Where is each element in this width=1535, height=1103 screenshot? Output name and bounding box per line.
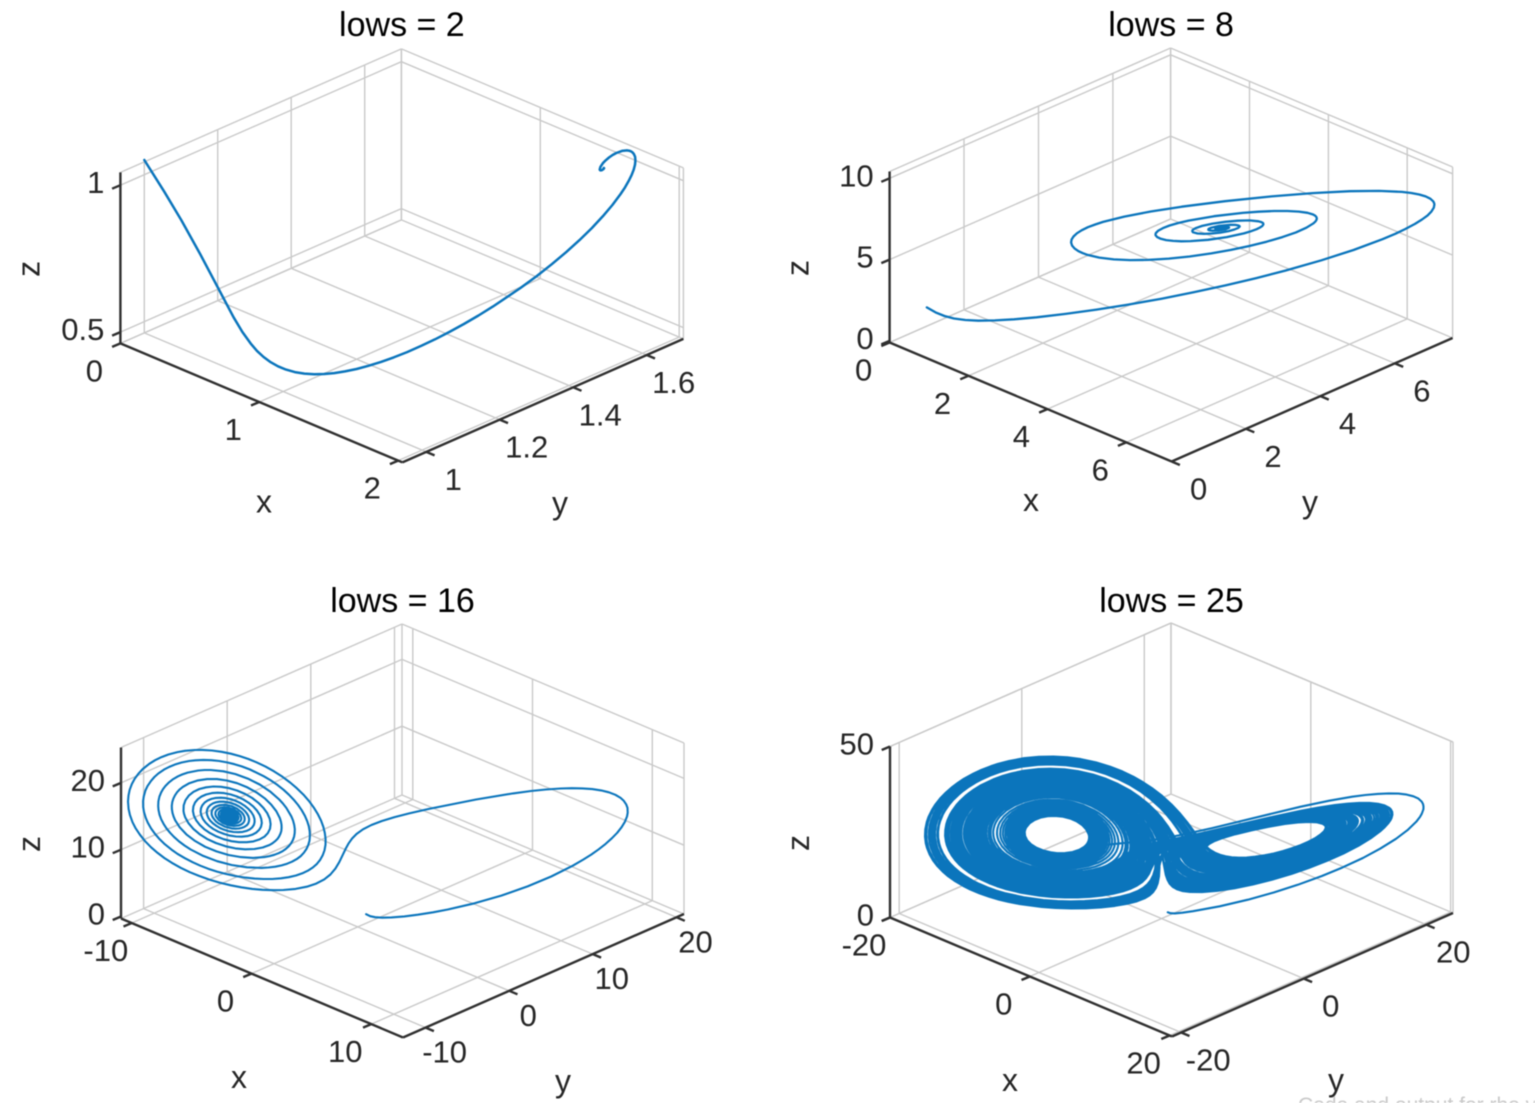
svg-text:-20: -20: [1186, 1043, 1231, 1078]
svg-text:0.5: 0.5: [61, 312, 104, 347]
svg-text:1.6: 1.6: [652, 365, 695, 400]
svg-text:20: 20: [1436, 935, 1470, 970]
svg-text:20: 20: [71, 763, 105, 798]
svg-text:20: 20: [678, 924, 712, 959]
svg-text:0: 0: [88, 897, 105, 932]
svg-text:2: 2: [364, 471, 381, 506]
svg-text:0: 0: [217, 984, 234, 1019]
svg-text:6: 6: [1413, 373, 1430, 408]
svg-text:0: 0: [520, 998, 537, 1033]
svg-text:50: 50: [840, 727, 874, 762]
svg-text:0: 0: [86, 353, 103, 388]
svg-text:1: 1: [445, 462, 462, 497]
svg-text:-10: -10: [83, 933, 128, 968]
svg-text:5: 5: [856, 240, 873, 275]
svg-text:1: 1: [225, 412, 242, 447]
svg-text:Code and output for rho values: Code and output for rho values: [1298, 1094, 1535, 1103]
svg-text:y: y: [552, 485, 568, 521]
svg-text:lows = 16: lows = 16: [330, 582, 475, 620]
svg-text:20: 20: [1126, 1046, 1160, 1081]
svg-text:lows = 25: lows = 25: [1099, 582, 1244, 620]
svg-text:4: 4: [1339, 406, 1356, 441]
svg-text:0: 0: [1322, 989, 1339, 1024]
svg-text:4: 4: [1013, 419, 1030, 454]
svg-text:10: 10: [595, 961, 629, 996]
svg-text:0: 0: [855, 353, 872, 388]
svg-text:z: z: [780, 835, 816, 851]
svg-text:y: y: [1302, 484, 1318, 520]
svg-text:10: 10: [328, 1034, 362, 1069]
svg-text:2: 2: [934, 386, 951, 421]
svg-text:x: x: [231, 1059, 247, 1095]
svg-text:z: z: [10, 261, 46, 277]
svg-text:1: 1: [87, 165, 104, 200]
svg-text:0: 0: [995, 987, 1012, 1022]
svg-text:-10: -10: [422, 1035, 467, 1070]
svg-text:0: 0: [857, 898, 874, 933]
svg-text:x: x: [1023, 482, 1039, 518]
svg-text:lows = 8: lows = 8: [1108, 6, 1234, 44]
svg-text:10: 10: [71, 830, 105, 865]
svg-text:y: y: [1328, 1062, 1344, 1098]
svg-text:lows = 2: lows = 2: [339, 6, 465, 44]
svg-text:2: 2: [1264, 439, 1281, 474]
svg-text:x: x: [256, 484, 272, 520]
svg-text:x: x: [1002, 1062, 1018, 1098]
svg-text:1.4: 1.4: [579, 397, 622, 432]
svg-text:z: z: [780, 260, 816, 276]
svg-text:-20: -20: [842, 928, 887, 963]
svg-text:1.2: 1.2: [505, 430, 548, 465]
svg-text:6: 6: [1092, 452, 1109, 487]
svg-text:10: 10: [839, 158, 873, 193]
svg-text:0: 0: [1190, 472, 1207, 507]
svg-text:0: 0: [856, 321, 873, 356]
svg-text:y: y: [555, 1063, 571, 1099]
svg-text:z: z: [11, 836, 47, 852]
